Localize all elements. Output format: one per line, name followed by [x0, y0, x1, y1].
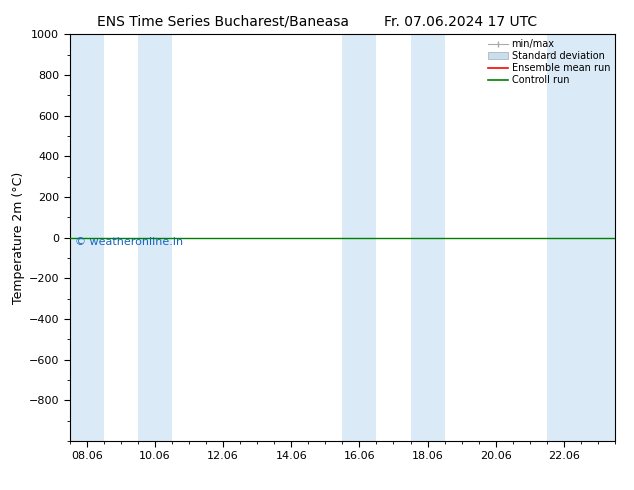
- Bar: [547, 34, 615, 441]
- Text: ENS Time Series Bucharest/Baneasa        Fr. 07.06.2024 17 UTC: ENS Time Series Bucharest/Baneasa Fr. 07…: [97, 15, 537, 29]
- Bar: [70, 34, 104, 441]
- Bar: [342, 34, 377, 441]
- Y-axis label: Temperature 2m (°C): Temperature 2m (°C): [11, 172, 25, 304]
- Legend: min/max, Standard deviation, Ensemble mean run, Controll run: min/max, Standard deviation, Ensemble me…: [486, 37, 612, 87]
- Bar: [411, 34, 444, 441]
- Text: © weatheronline.in: © weatheronline.in: [75, 237, 183, 247]
- Bar: [138, 34, 172, 441]
